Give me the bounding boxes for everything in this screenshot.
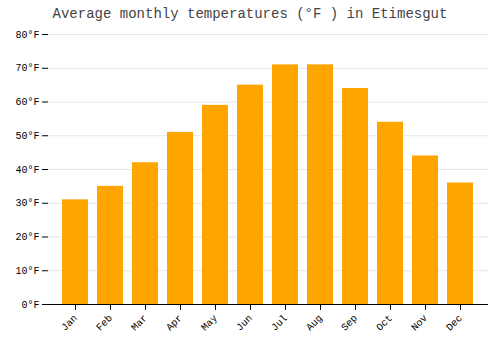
svg-text:Jan: Jan: [59, 313, 80, 334]
svg-text:Mar: Mar: [129, 313, 150, 334]
svg-text:80°F: 80°F: [15, 30, 39, 41]
svg-text:30°F: 30°F: [15, 198, 39, 209]
svg-text:50°F: 50°F: [15, 131, 39, 142]
svg-text:Jun: Jun: [234, 313, 255, 334]
svg-text:40°F: 40°F: [15, 165, 39, 176]
svg-text:60°F: 60°F: [15, 97, 39, 108]
svg-text:20°F: 20°F: [15, 232, 39, 243]
svg-text:Aug: Aug: [304, 313, 325, 334]
svg-text:Sep: Sep: [339, 313, 360, 334]
svg-text:10°F: 10°F: [15, 266, 39, 277]
svg-text:0°F: 0°F: [21, 300, 39, 311]
svg-text:Feb: Feb: [94, 313, 115, 334]
svg-text:70°F: 70°F: [15, 63, 39, 74]
svg-text:Dec: Dec: [444, 313, 465, 334]
svg-text:Jul: Jul: [269, 313, 290, 334]
svg-text:Apr: Apr: [164, 313, 185, 334]
html-text:Average monthly temperatures (: Average monthly temperatures (°F ) in Et…: [52, 6, 448, 22]
svg-text:Nov: Nov: [409, 313, 430, 334]
svg-text:May: May: [199, 313, 220, 334]
svg-text:Oct: Oct: [374, 313, 395, 334]
